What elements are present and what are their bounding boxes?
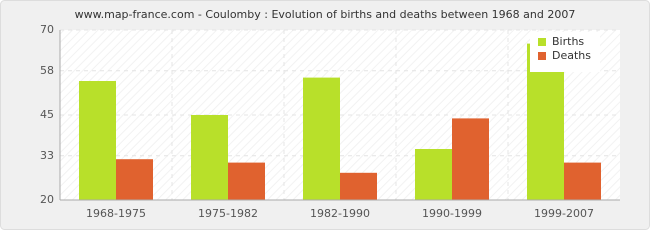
chart-title: www.map-france.com - Coulomby : Evolutio… xyxy=(75,8,576,21)
legend-label: Births xyxy=(552,35,584,48)
bar xyxy=(191,115,228,200)
y-tick-label: 20 xyxy=(40,193,54,206)
y-tick-label: 33 xyxy=(40,149,54,162)
legend-swatch xyxy=(538,38,546,46)
legend-label: Deaths xyxy=(552,49,591,62)
x-tick-label: 1982-1990 xyxy=(310,207,370,220)
bar xyxy=(452,118,489,200)
bar xyxy=(303,77,340,200)
bar xyxy=(564,162,601,200)
legend-swatch xyxy=(538,52,546,60)
bar xyxy=(415,149,452,200)
bar xyxy=(340,172,377,200)
x-tick-label: 1990-1999 xyxy=(422,207,482,220)
y-tick-label: 58 xyxy=(40,64,54,77)
chart: www.map-france.com - Coulomby : Evolutio… xyxy=(0,0,650,230)
y-tick-label: 45 xyxy=(40,108,54,121)
bar xyxy=(228,162,265,200)
x-tick-label: 1968-1975 xyxy=(86,207,146,220)
bar xyxy=(116,159,153,200)
y-tick-label: 70 xyxy=(40,23,54,36)
x-tick-label: 1975-1982 xyxy=(198,207,258,220)
x-tick-label: 1999-2007 xyxy=(534,207,594,220)
bar xyxy=(79,81,116,200)
